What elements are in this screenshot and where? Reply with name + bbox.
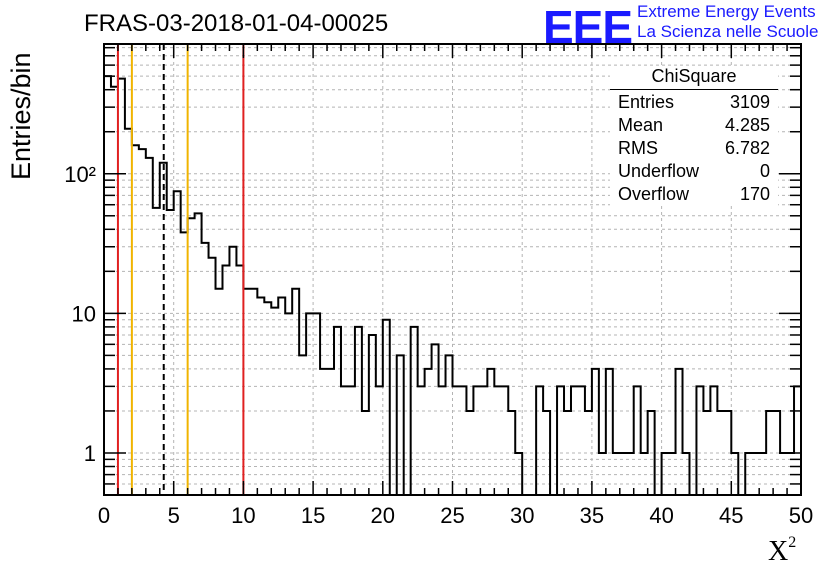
- x-tick-labels: 0 5 10 15 20 25 30 35 40 45 50: [98, 503, 813, 528]
- x-tick-label: 30: [510, 503, 534, 528]
- x-tick-label: 50: [789, 503, 813, 528]
- y-tick-labels: 1 10 10²: [64, 162, 96, 466]
- stats-value: 170: [739, 184, 770, 204]
- stats-value: 6.782: [724, 138, 770, 158]
- x-tick-label: 15: [301, 503, 325, 528]
- histogram-line: [104, 75, 801, 496]
- x-tick-label: 10: [231, 503, 255, 528]
- stats-label: RMS: [618, 138, 658, 158]
- axis-ticks: [103, 44, 802, 496]
- x-tick-label: 5: [168, 503, 180, 528]
- x-tick-label: 45: [719, 503, 743, 528]
- y-axis-label: Entries/bin: [6, 52, 36, 180]
- x-axis-label-superscript: 2: [788, 534, 797, 551]
- y-tick-label: 10²: [64, 162, 96, 187]
- logo-caption-line1: Extreme Energy Events: [637, 2, 816, 21]
- stats-row-mean: Mean 4.285: [610, 114, 778, 137]
- x-tick-label: 35: [580, 503, 604, 528]
- chart-title: FRAS-03-2018-01-04-00025: [84, 10, 389, 37]
- stats-box: ChiSquare Entries 3109 Mean 4.285 RMS 6.…: [610, 66, 778, 206]
- x-axis-label: X2: [768, 534, 797, 568]
- logo-caption-line2: La Scienza nelle Scuole: [637, 22, 819, 41]
- reference-lines: [116, 44, 245, 495]
- x-axis-label-symbol: X: [768, 536, 789, 567]
- x-tick-label: 20: [371, 503, 395, 528]
- y-tick-label: 10: [72, 301, 96, 326]
- eee-logo: EEE: [543, 1, 633, 53]
- stats-label: Mean: [618, 115, 664, 135]
- stats-row-entries: Entries 3109: [610, 91, 778, 114]
- stats-row-overflow: Overflow 170: [610, 183, 778, 206]
- stats-label: Underflow: [618, 161, 700, 181]
- x-tick-label: 25: [440, 503, 464, 528]
- stats-value: 4.285: [724, 115, 770, 135]
- stats-label: Overflow: [618, 184, 690, 204]
- stats-label: Entries: [618, 92, 675, 112]
- x-tick-label: 0: [98, 503, 110, 528]
- stats-row-underflow: Underflow 0: [610, 160, 778, 183]
- stats-box-title: ChiSquare: [610, 66, 778, 90]
- stats-value: 0: [759, 161, 770, 181]
- x-tick-label: 40: [649, 503, 673, 528]
- y-tick-label: 1: [84, 441, 96, 466]
- stats-value: 3109: [729, 92, 770, 112]
- stats-row-rms: RMS 6.782: [610, 137, 778, 160]
